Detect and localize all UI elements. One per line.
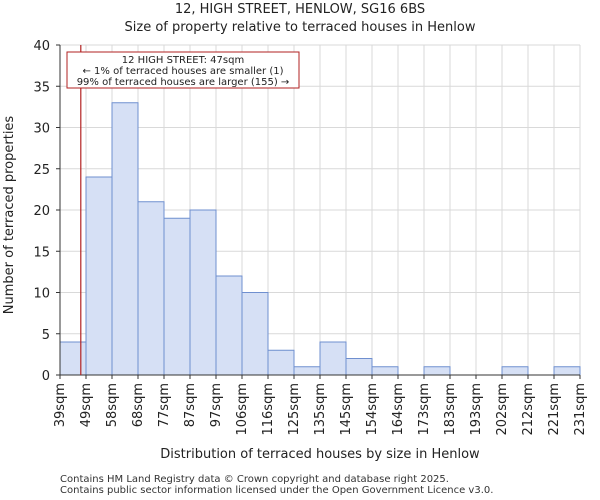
chart-title: 12, HIGH STREET, HENLOW, SG16 6BS <box>174 2 426 17</box>
x-tick-label: 221sqm <box>547 383 562 436</box>
x-tick-label: 106sqm <box>235 383 250 436</box>
x-tick-label: 193sqm <box>469 383 484 436</box>
y-tick-label: 5 <box>42 328 50 343</box>
x-tick-label: 135sqm <box>313 383 328 436</box>
x-tick-label: 58sqm <box>105 383 120 427</box>
histogram-bar <box>319 341 347 376</box>
x-tick-label: 49sqm <box>79 383 94 427</box>
histogram-bar <box>137 201 165 376</box>
y-tick-label: 20 <box>33 204 50 219</box>
histogram-bar <box>59 341 87 376</box>
x-tick-label: 116sqm <box>261 383 276 436</box>
y-tick-label: 15 <box>33 245 50 260</box>
histogram-bar <box>553 366 581 376</box>
x-tick-label: 173sqm <box>417 383 432 436</box>
histogram-bar <box>423 366 451 376</box>
x-tick-label: 39sqm <box>53 383 68 427</box>
histogram-bar <box>267 349 295 376</box>
chart-subtitle: Size of property relative to terraced ho… <box>124 20 476 35</box>
x-tick-label: 97sqm <box>209 383 224 427</box>
x-tick-label: 202sqm <box>495 383 510 436</box>
y-tick-label: 30 <box>33 122 50 137</box>
annotation-line: 12 HIGH STREET: 47sqm <box>122 55 244 66</box>
y-tick-label: 40 <box>33 39 50 54</box>
y-tick-label: 25 <box>33 163 50 178</box>
histogram-bar <box>111 102 139 376</box>
x-tick-label: 164sqm <box>391 383 406 436</box>
histogram-bar <box>215 275 243 376</box>
histogram-bar <box>501 366 529 376</box>
histogram-bar <box>85 176 113 376</box>
x-axis-label: Distribution of terraced houses by size … <box>160 447 480 462</box>
histogram-bar <box>345 358 373 376</box>
x-tick-label: 68sqm <box>131 383 146 427</box>
y-tick-label: 0 <box>42 369 50 384</box>
annotation-box <box>66 51 300 89</box>
histogram-bar <box>163 217 191 376</box>
annotation-line: 99% of terraced houses are larger (155) … <box>77 77 290 88</box>
x-tick-label: 145sqm <box>339 383 354 436</box>
y-axis-label: Number of terraced properties <box>2 116 17 315</box>
y-tick-label: 35 <box>33 80 50 95</box>
annotation-line: ← 1% of terraced houses are smaller (1) <box>83 66 284 77</box>
footer-line-1: Contains HM Land Registry data © Crown c… <box>60 474 449 485</box>
y-tick-label: 10 <box>33 287 50 302</box>
x-tick-label: 77sqm <box>157 383 172 427</box>
x-tick-label: 154sqm <box>365 383 380 436</box>
x-tick-label: 212sqm <box>521 383 536 436</box>
x-tick-label: 183sqm <box>443 383 458 436</box>
footer-line-2: Contains public sector information licen… <box>60 485 494 496</box>
histogram-bar <box>293 366 321 376</box>
x-tick-label: 87sqm <box>183 383 198 427</box>
histogram-bar <box>189 209 217 376</box>
x-tick-label: 231sqm <box>573 383 588 436</box>
histogram-bar <box>371 366 399 376</box>
histogram-bar <box>241 292 269 376</box>
x-tick-label: 125sqm <box>287 383 302 436</box>
